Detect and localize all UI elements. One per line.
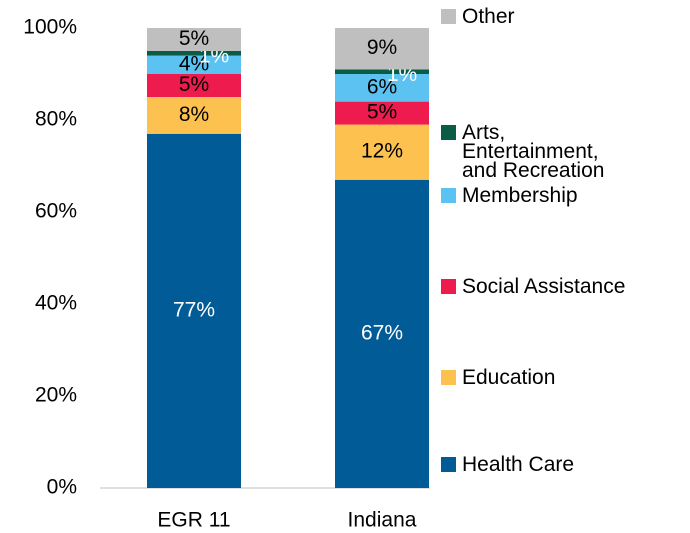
- legend-swatch: [441, 9, 456, 24]
- legend-swatch: [441, 457, 456, 472]
- data-label: 67%: [361, 321, 403, 344]
- bar-segment: [335, 101, 429, 125]
- y-tick-label: 80%: [35, 108, 77, 131]
- bar-segment: [147, 133, 241, 489]
- legend-label: Membership: [462, 184, 578, 207]
- legend-label: Education: [462, 366, 556, 389]
- legend-swatch: [441, 125, 456, 140]
- data-label: 6%: [367, 75, 397, 98]
- bar-segment: [335, 179, 429, 489]
- legend-swatch: [441, 279, 456, 294]
- y-tick-label: 100%: [23, 16, 77, 39]
- data-label: 4%: [179, 52, 209, 75]
- bar-segment: [335, 124, 429, 180]
- bar-segment: [335, 69, 429, 74]
- bar-segment: [147, 28, 241, 51]
- bar-segment: [335, 28, 429, 70]
- bar-segment: [335, 74, 429, 102]
- data-label: 77%: [173, 298, 215, 321]
- legend-label: Other: [462, 5, 515, 28]
- bar-segment: [147, 74, 241, 97]
- x-tick-label: Indiana: [348, 509, 417, 532]
- legend-swatch: [441, 370, 456, 385]
- legend-label: Health Care: [462, 453, 575, 476]
- bar-segment: [147, 97, 241, 134]
- y-tick-label: 20%: [35, 384, 77, 407]
- y-tick-label: 60%: [35, 200, 77, 223]
- data-label: 9%: [367, 36, 397, 59]
- data-label: 5%: [367, 101, 397, 124]
- legend-swatch: [441, 188, 456, 203]
- bar-segment: [147, 51, 241, 56]
- data-label: 12%: [361, 140, 403, 163]
- x-tick-label: EGR 11: [157, 509, 230, 532]
- data-label: 5%: [179, 27, 209, 50]
- y-tick-label: 0%: [47, 476, 77, 499]
- data-label: 5%: [179, 73, 209, 96]
- bar-segment: [147, 55, 241, 74]
- legend-label: Arts, Entertainment, and Recreation: [462, 121, 605, 182]
- data-label: 8%: [179, 103, 209, 126]
- y-tick-label: 40%: [35, 292, 77, 315]
- legend-label: Social Assistance: [462, 275, 626, 298]
